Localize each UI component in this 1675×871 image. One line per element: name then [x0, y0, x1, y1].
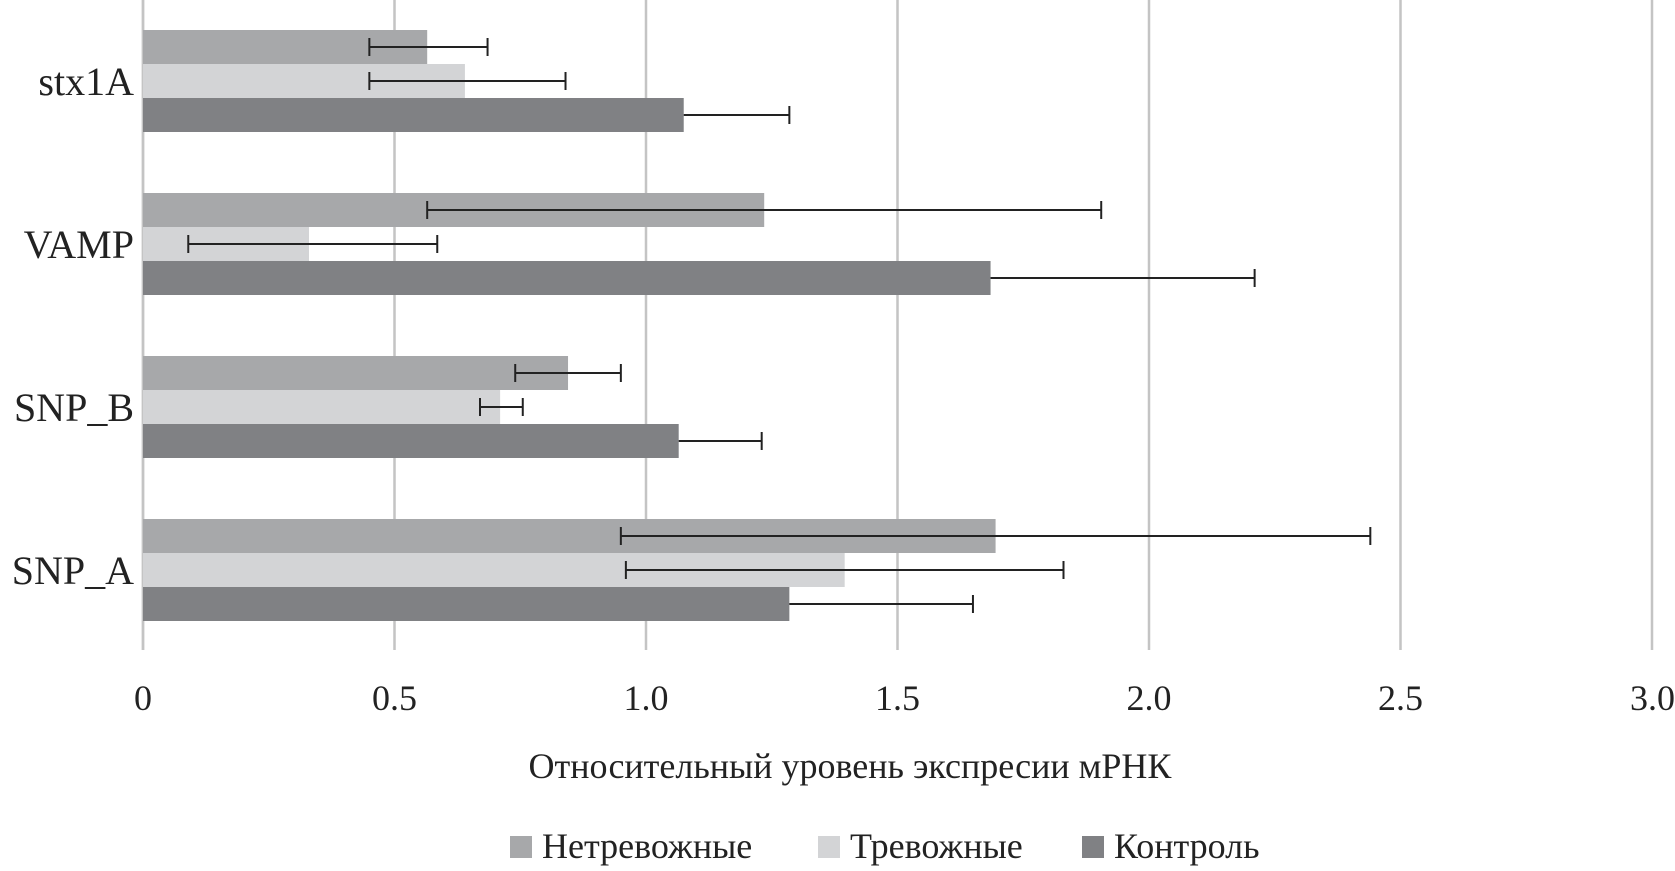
category-label: stx1A: [38, 59, 134, 104]
x-tick-label: 0: [134, 678, 152, 718]
error-bar: [479, 398, 524, 416]
error-bar: [368, 72, 567, 90]
error-bar: [619, 527, 1372, 545]
bar: [143, 390, 501, 424]
bars: [143, 30, 996, 621]
bar: [143, 261, 991, 295]
legend-swatch: [1082, 836, 1104, 858]
error-bar: [426, 201, 1103, 219]
legend-entry: Тревожные: [818, 826, 1023, 866]
error-bar: [678, 432, 763, 450]
x-tick-label: 2.5: [1378, 678, 1423, 718]
category-label: SNP_A: [12, 548, 134, 593]
x-axis-title: Относительный уровень экспресии мРНК: [529, 746, 1173, 786]
category-label: SNP_B: [14, 385, 134, 430]
legend-label: Контроль: [1114, 826, 1260, 866]
x-tick-labels: 0 0.5 1.0 1.5 2.0 2.5 3.0: [134, 678, 1675, 718]
category-labels: stx1A VAMP SNP_B SNP_A: [12, 59, 134, 593]
error-bars: [187, 38, 1372, 613]
legend-swatch: [818, 836, 840, 858]
error-bar: [683, 106, 791, 124]
legend-entry: Контроль: [1082, 826, 1260, 866]
error-bar: [990, 269, 1256, 287]
legend-label: Тревожные: [850, 826, 1023, 866]
x-tick-label: 3.0: [1630, 678, 1675, 718]
legend-entry: Нетревожные: [510, 826, 752, 866]
error-bar: [368, 38, 489, 56]
legend: Нетревожные Тревожные Контроль: [510, 826, 1260, 866]
bar: [143, 587, 790, 621]
bar: [143, 356, 569, 390]
error-bar: [514, 364, 622, 382]
bar: [143, 98, 684, 132]
legend-label: Нетревожные: [542, 826, 752, 866]
error-bar: [789, 595, 974, 613]
error-bar: [624, 561, 1065, 579]
x-tick-label: 1.0: [624, 678, 669, 718]
error-bar: [187, 235, 439, 253]
x-tick-label: 2.0: [1127, 678, 1172, 718]
legend-swatch: [510, 836, 532, 858]
bar: [143, 424, 679, 458]
x-tick-label: 1.5: [875, 678, 920, 718]
category-label: VAMP: [24, 222, 134, 267]
x-tick-label: 0.5: [372, 678, 417, 718]
